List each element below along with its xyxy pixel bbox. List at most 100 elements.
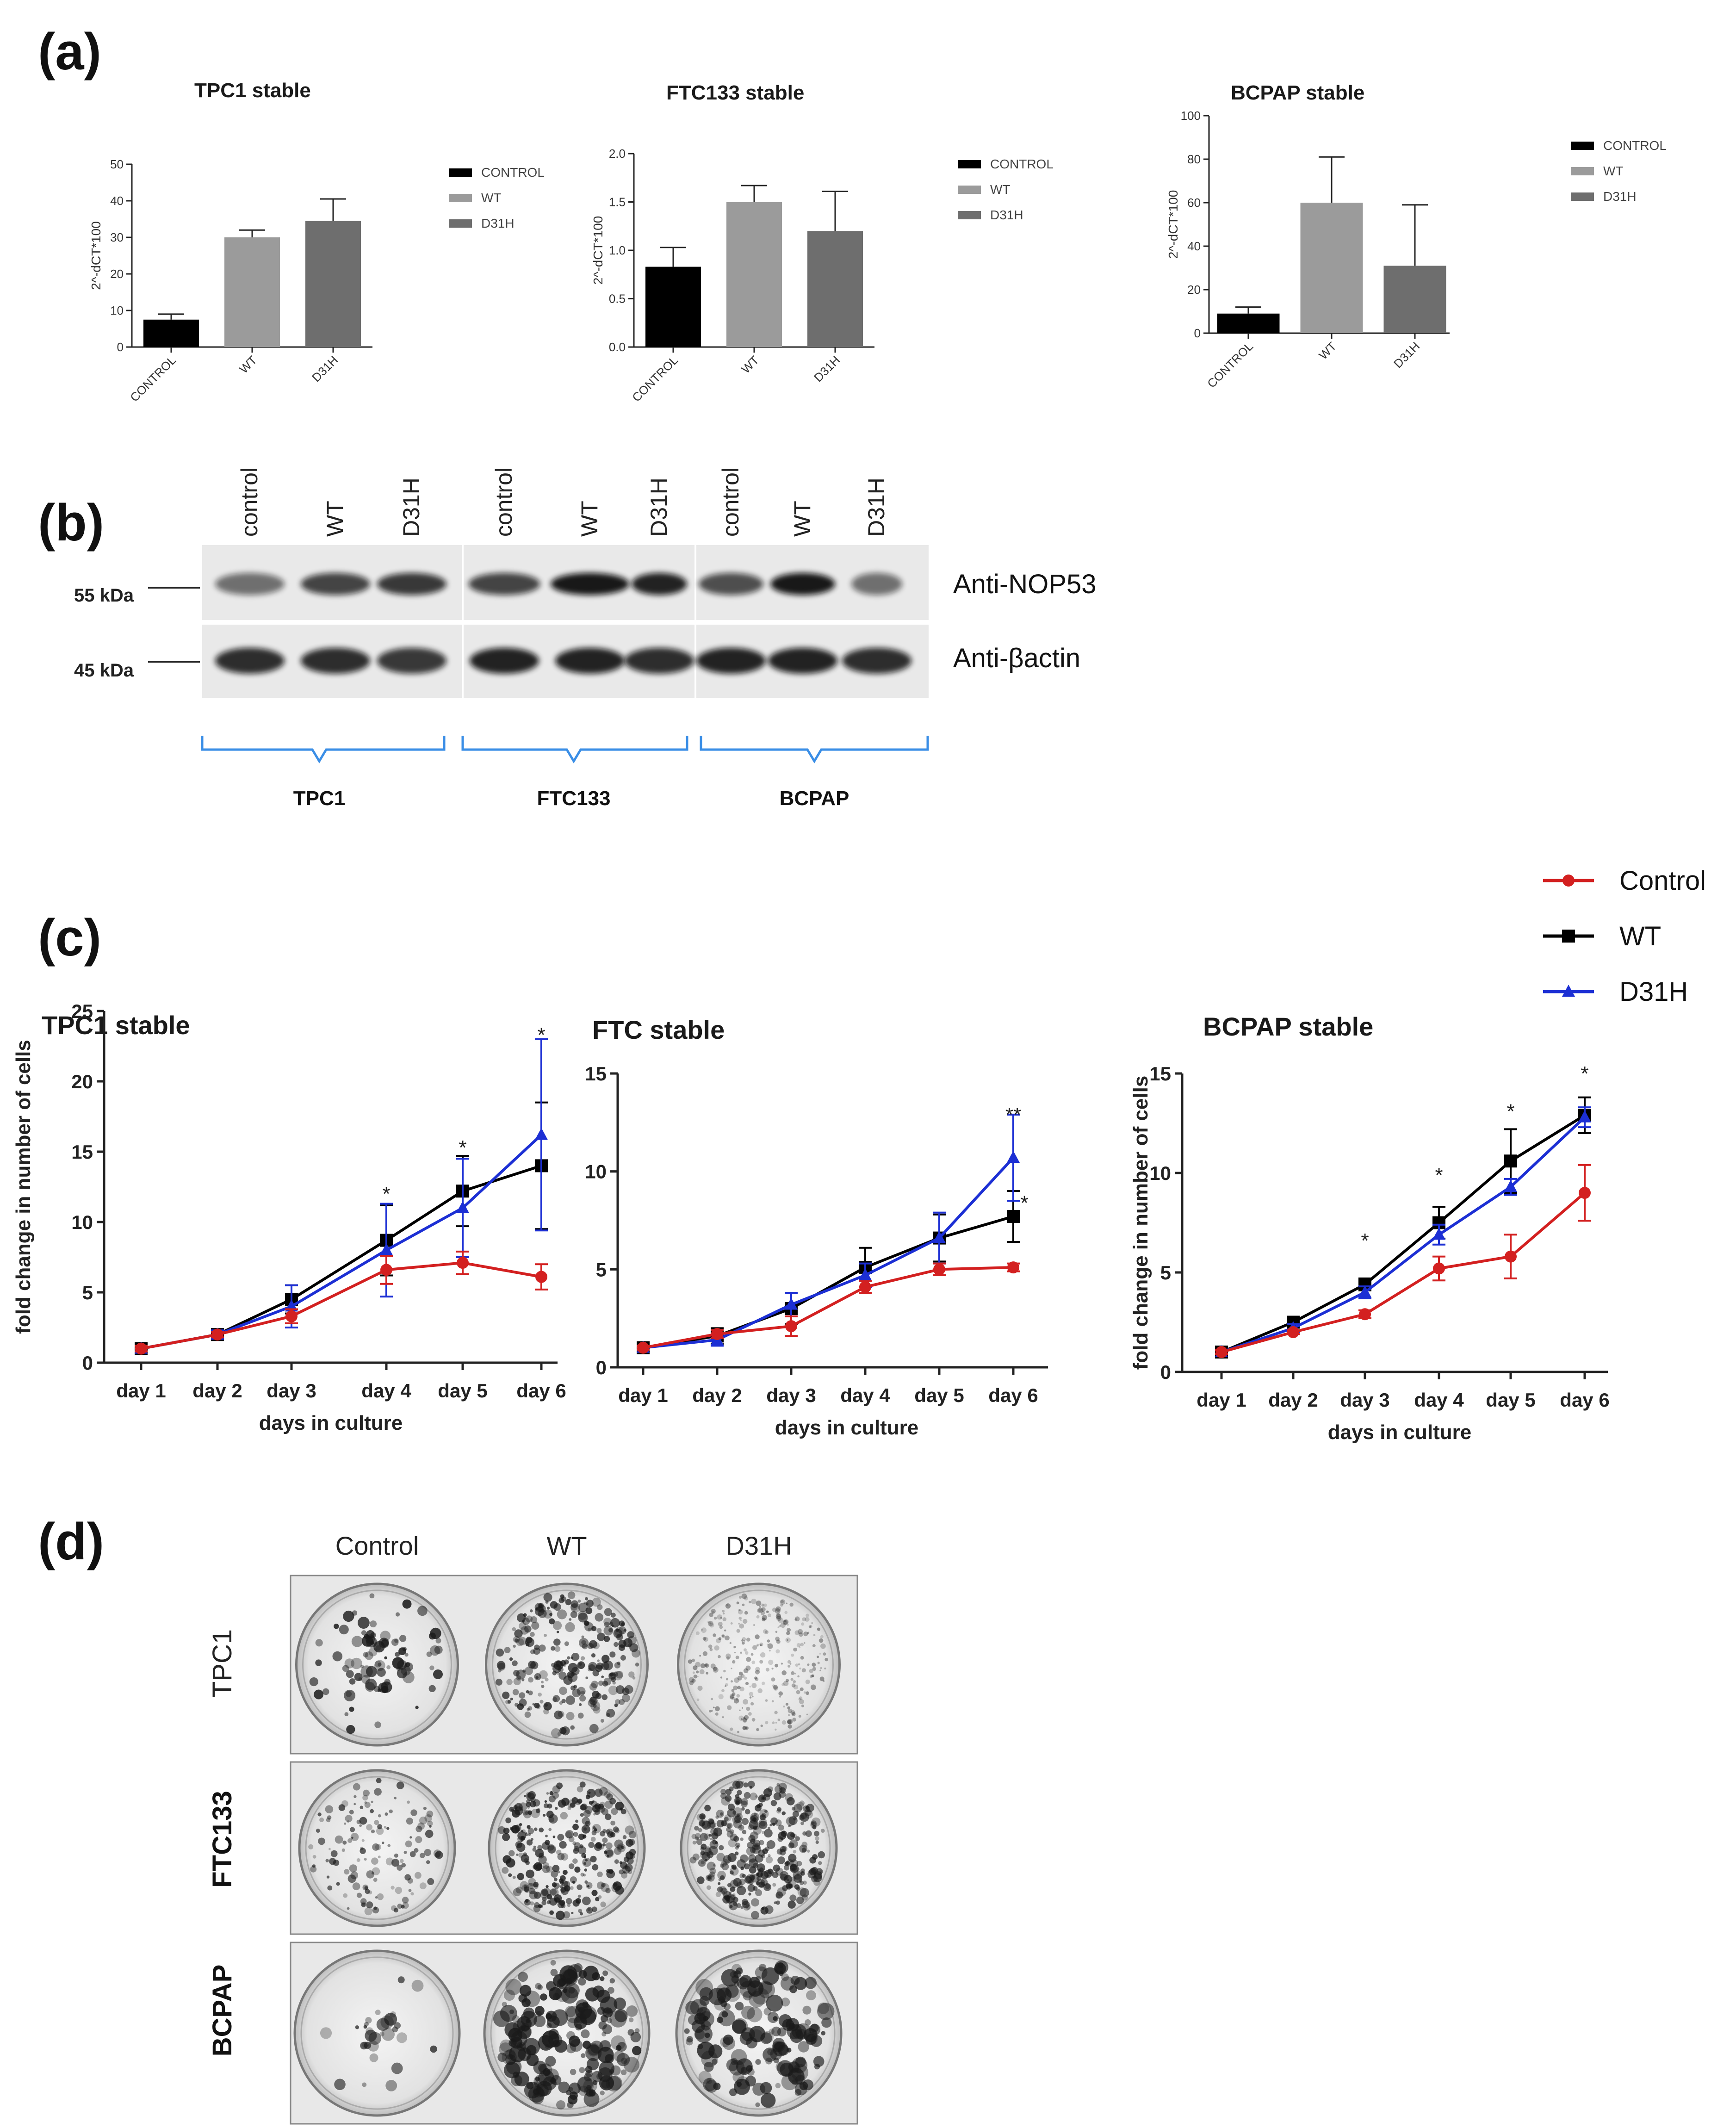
colony [613,1881,622,1891]
colony [555,1807,558,1810]
colony [591,1830,597,1836]
colony [614,2009,628,2023]
colony [721,1634,724,1637]
colony [583,1810,591,1818]
colony [586,2085,592,2090]
colony [721,1863,729,1871]
colony [704,1846,712,1853]
colony [374,1820,379,1825]
colony [605,1813,612,1820]
colony [732,2071,744,2083]
colony [760,2082,772,2094]
colony [741,1800,748,1808]
colony [694,1826,699,1831]
colony [794,1673,796,1675]
colony [342,1840,347,1845]
series-line [1221,1114,1586,1353]
colony [570,1611,577,1618]
colony [781,1973,789,1981]
colony [379,2031,384,2037]
colony [692,1853,700,1861]
colony [732,1865,737,1870]
wb-cell-line-label: TPC1 [293,787,345,810]
colony [542,1862,550,1869]
colony [312,1855,316,1859]
colony [761,2093,776,2108]
colony [766,1840,775,1849]
colony [719,1812,724,1816]
colony [784,1611,788,1614]
well-inner-rim [684,1589,834,1740]
colony [568,2095,578,2105]
colony [755,1966,768,1979]
colony [569,1618,572,1621]
colony [773,1864,781,1872]
colony [696,1670,699,1674]
well-inner-rim [302,1589,452,1740]
colony [720,1789,726,1795]
colony [315,1659,322,1666]
colony [731,1680,733,1683]
colony [609,1622,614,1626]
colony [600,1901,606,1907]
colony [725,1603,731,1609]
colony [715,1892,721,1897]
colony [583,1862,587,1865]
colony [543,1593,552,1602]
colony [725,1895,731,1901]
colony [725,1685,726,1688]
colony [384,1656,387,1660]
legend-label: CONTROL [481,165,545,180]
colony [362,1794,368,1801]
colony [691,1834,697,1839]
colony [817,1656,819,1658]
colony [775,1722,777,1724]
colony [732,1811,737,1815]
colony [726,1604,729,1606]
colony [347,1820,350,1823]
colony [726,1830,734,1838]
colony [741,1807,745,1811]
colony [744,1863,750,1870]
colony [353,1803,356,1805]
colony [759,1809,769,1819]
colony [500,2039,513,2052]
colony [373,1641,385,1653]
colony [775,1965,784,1973]
colony [721,1796,730,1806]
colony [604,1800,613,1809]
colony [727,1808,736,1818]
colony [734,1815,742,1823]
colony-well [485,1582,649,1747]
colony [710,1837,713,1841]
colony [402,1897,409,1904]
colony [736,1967,743,1975]
colony [790,1975,800,1985]
colony [535,2006,545,2016]
colony [338,1804,346,1811]
colony [569,1863,575,1869]
colony [384,1812,388,1816]
colony [378,1663,382,1667]
colony [552,1695,560,1702]
colony [594,1843,602,1851]
colony [711,1698,713,1700]
colony [768,1659,774,1665]
colony [743,1717,745,1719]
colony [725,1653,731,1659]
colony [776,1616,781,1621]
colony [764,1829,773,1838]
colony [586,1600,594,1607]
colony [738,1671,743,1676]
colony [780,1603,783,1607]
colony [757,1688,763,1694]
colony [781,1663,783,1665]
colony [776,1783,780,1787]
legend-label: CONTROL [990,157,1054,171]
colony [753,1624,755,1626]
colony [764,1870,772,1878]
colony [616,2053,630,2066]
colony [427,1820,433,1827]
legend-swatch [449,168,472,177]
colony [542,1865,550,1874]
